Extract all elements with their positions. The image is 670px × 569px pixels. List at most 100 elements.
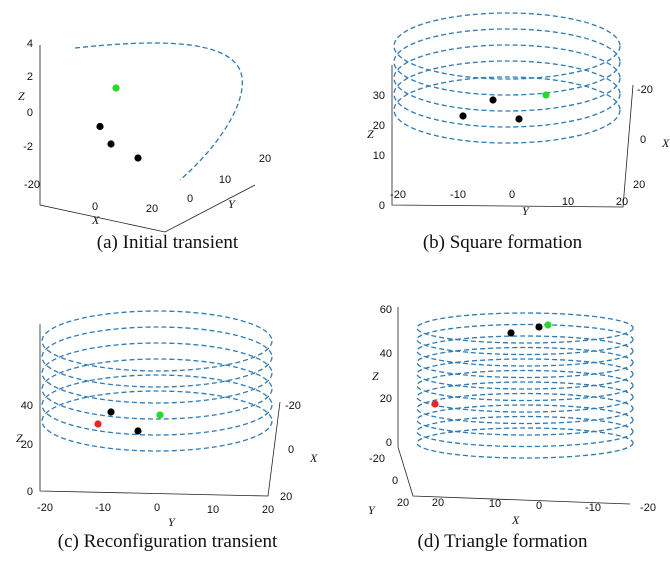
x-tick-a-0: -20	[24, 179, 40, 191]
agent-point-1	[507, 329, 515, 337]
x-tick-c-0: -20	[285, 400, 301, 412]
trajectory-d-loop-1	[416, 323, 634, 356]
panel-b: 30 20 10 0 Z -20 -10 0 10 20 Y -20 0 20 …	[335, 0, 670, 280]
agent-point-0	[156, 411, 164, 419]
trajectory-d-loop-9	[416, 415, 634, 448]
trajectory-d-loop-0	[416, 312, 634, 344]
y-tick-b-1: -10	[450, 189, 466, 201]
y-label-c: Y	[168, 515, 176, 529]
trajectory-b-loop-0	[393, 12, 621, 80]
trajectory-b-loop-1	[393, 28, 621, 96]
trajectory-c-loop-4	[41, 374, 273, 436]
z-tick-c-1: 20	[21, 439, 33, 451]
x-tick-b-0: -20	[637, 84, 653, 96]
y-tick-a-0: 0	[187, 193, 193, 205]
trajectory-c-loop-3	[41, 358, 273, 420]
y-tick-c-4: 20	[262, 504, 274, 516]
z-tick-d-0: 60	[380, 304, 392, 316]
y-tick-b-3: 10	[562, 196, 574, 208]
y-tick-d-1: 0	[392, 475, 398, 487]
trajectory-b-loop-4	[393, 76, 621, 144]
agent-point-2	[459, 112, 467, 120]
y-tick-b-0: -20	[390, 189, 406, 201]
y-tick-d-0: -20	[369, 453, 385, 465]
z-label-b: Z	[367, 127, 374, 141]
agent-point-3	[134, 427, 142, 435]
agent-point-1	[96, 122, 104, 131]
y-label-d: Y	[368, 503, 376, 517]
trajectory-d-loop-10	[416, 427, 634, 459]
z-tick-d-2: 20	[380, 393, 392, 405]
z-label-c: Z	[16, 431, 23, 445]
x-tick-d-2: 0	[536, 500, 542, 512]
trajectory-a	[74, 42, 243, 181]
z-tick-b-2: 10	[373, 150, 385, 162]
y-tick-c-0: -20	[37, 502, 53, 514]
y-tick-c-3: 10	[207, 504, 219, 516]
z-tick-a-1: 2	[27, 71, 33, 83]
x-tick-c-2: 20	[280, 491, 292, 503]
z-tick-a-3: -2	[23, 141, 33, 153]
y-tick-b-4: 20	[616, 196, 628, 208]
y-label-b: Y	[522, 204, 530, 218]
panel-d: 60 40 20 0 Z -20 0 20 Y 20 10 0 -10 -20 …	[335, 284, 670, 569]
trajectory-b-loop-2	[393, 44, 621, 112]
agent-point-2	[535, 323, 543, 331]
y-tick-d-2: 20	[397, 497, 409, 509]
x-tick-b-2: 20	[633, 179, 645, 191]
agent-point-3	[431, 400, 439, 408]
agent-point-2	[107, 408, 115, 416]
trajectory-d-loop-3	[416, 346, 634, 379]
trajectory-d-loop-6	[416, 381, 634, 413]
agent-point-1	[94, 420, 102, 428]
x-tick-d-0: 20	[432, 497, 444, 509]
trajectory-c-loop-2	[41, 342, 273, 404]
y-tick-a-2: 20	[259, 153, 271, 165]
z-tick-d-1: 40	[380, 348, 392, 360]
trajectory-d-loop-4	[416, 358, 634, 390]
panel-c: 40 20 0 Z -20 -10 0 10 20 Y -20 0 20 X (…	[0, 284, 335, 569]
x-label-a: X	[91, 213, 100, 227]
caption-d: (d) Triangle formation	[417, 531, 588, 552]
y-tick-a-1: 10	[219, 174, 231, 186]
z-label-d: Z	[372, 369, 379, 383]
x-label-d: X	[511, 513, 520, 527]
z-tick-d-3: 0	[386, 437, 392, 449]
trajectory-d-loop-7	[416, 392, 634, 425]
x-tick-d-1: 10	[489, 498, 501, 510]
trajectory-d-loop-2	[416, 335, 634, 367]
trajectory-c-loop-5	[41, 390, 273, 452]
agent-point-0	[542, 91, 550, 99]
trajectory-c-loop-0	[41, 310, 273, 372]
y-tick-b-2: 0	[509, 189, 515, 201]
x-tick-c-1: 0	[288, 444, 294, 456]
agent-point-3	[134, 154, 142, 162]
x-tick-a-2: 20	[146, 203, 158, 215]
agent-point-0	[112, 84, 120, 92]
chart-d: 60 40 20 0 Z -20 0 20 Y 20 10 0 -10 -20 …	[368, 304, 656, 527]
chart-c: 40 20 0 Z -20 -10 0 10 20 Y -20 0 20 X	[16, 310, 318, 529]
chart-a: 4 2 0 -2 Z -20 0 20 X 0 10 20 Y	[18, 38, 271, 233]
agent-point-1	[489, 96, 497, 104]
agent-point-0	[544, 321, 552, 329]
z-tick-b-3: 0	[379, 200, 385, 212]
caption-a: (a) Initial transient	[96, 232, 239, 253]
agent-point-3	[515, 115, 523, 123]
panel-a: 4 2 0 -2 Z -20 0 20 X 0 10 20 Y (a) Init…	[0, 0, 335, 280]
z-tick-c-0: 40	[21, 400, 33, 412]
z-tick-c-2: 0	[27, 486, 33, 498]
y-tick-c-2: 0	[154, 502, 160, 514]
x-tick-a-1: 0	[92, 201, 98, 213]
y-tick-c-1: -10	[95, 502, 111, 514]
caption-c: (c) Reconfiguration transient	[57, 531, 278, 552]
x-tick-b-1: 0	[640, 134, 646, 146]
agent-point-2	[107, 140, 115, 148]
z-tick-b-1: 20	[373, 120, 385, 132]
x-tick-d-3: -10	[585, 502, 601, 514]
chart-b: 30 20 10 0 Z -20 -10 0 10 20 Y -20 0 20 …	[367, 12, 670, 218]
trajectory-d-loop-5	[416, 369, 634, 402]
trajectory-d-loop-8	[416, 404, 634, 436]
trajectory-b-loop-3	[393, 60, 621, 128]
x-tick-d-4: -20	[640, 502, 656, 514]
z-tick-a-0: 4	[27, 38, 33, 50]
